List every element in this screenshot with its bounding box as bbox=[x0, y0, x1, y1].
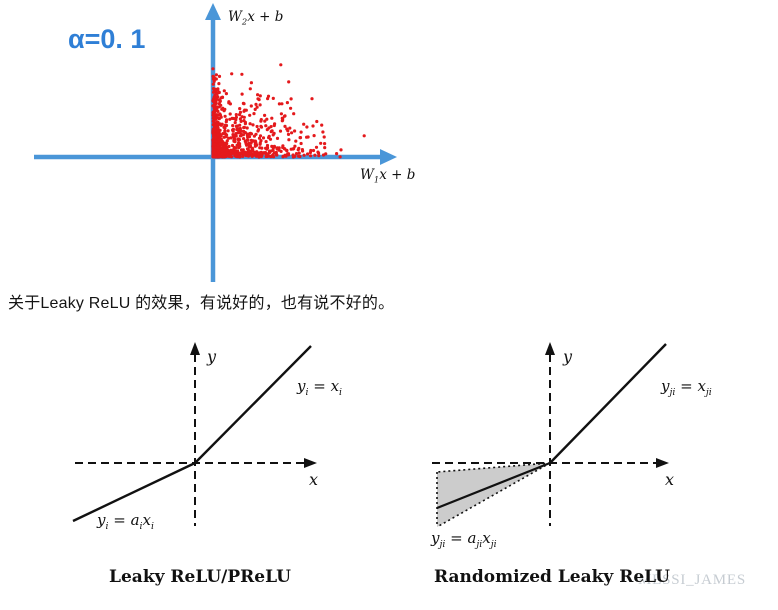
scatter-points bbox=[211, 63, 366, 159]
randomized-leaky-relu-diagram bbox=[432, 342, 669, 528]
fan-lower-dotted-edge bbox=[436, 462, 551, 528]
right-positive-line bbox=[549, 343, 667, 464]
left-positive-line bbox=[194, 345, 312, 464]
right-y-axis-label: y bbox=[563, 347, 573, 366]
left-x-axis-label: x bbox=[309, 470, 319, 489]
left-figure-caption: Leaky ReLU/PReLU bbox=[109, 567, 291, 587]
body-text: 关于Leaky ReLU 的效果，有说好的，也有说不好的。 bbox=[8, 295, 395, 312]
left-y-axis-label: y bbox=[207, 347, 217, 366]
scatter-x-axis-arrow-icon bbox=[380, 149, 397, 165]
right-positive-line-label: yji = xji bbox=[661, 377, 712, 398]
left-negative-line bbox=[72, 461, 196, 523]
left-y-axis-arrow-icon bbox=[190, 342, 200, 355]
scatter-plot bbox=[34, 3, 397, 282]
right-figure-caption: Randomized Leaky ReLU bbox=[434, 567, 670, 587]
scatter-y-axis-arrow-icon bbox=[205, 3, 221, 20]
scatter-x-axis-label: W1x + b bbox=[360, 167, 416, 185]
random-slope-shaded-region bbox=[437, 463, 550, 527]
leaky-relu-diagram bbox=[72, 342, 317, 526]
fan-upper-dotted-edge bbox=[436, 462, 551, 473]
right-y-axis-arrow-icon bbox=[545, 342, 555, 355]
right-x-axis-arrow-icon bbox=[656, 458, 669, 468]
left-x-axis-arrow-icon bbox=[304, 458, 317, 468]
left-negative-line-label: yi = aixi bbox=[97, 511, 154, 532]
alpha-annotation: α=0. 1 bbox=[68, 24, 146, 54]
right-sampled-negative-line bbox=[436, 461, 551, 510]
right-negative-line-label: yji = ajixji bbox=[431, 529, 497, 550]
left-positive-line-label: yi = xi bbox=[297, 377, 343, 398]
watermark-text: MESSI_JAMES bbox=[638, 572, 746, 588]
scatter-y-axis-label: W2x + b bbox=[228, 9, 284, 27]
right-x-axis-label: x bbox=[665, 470, 675, 489]
